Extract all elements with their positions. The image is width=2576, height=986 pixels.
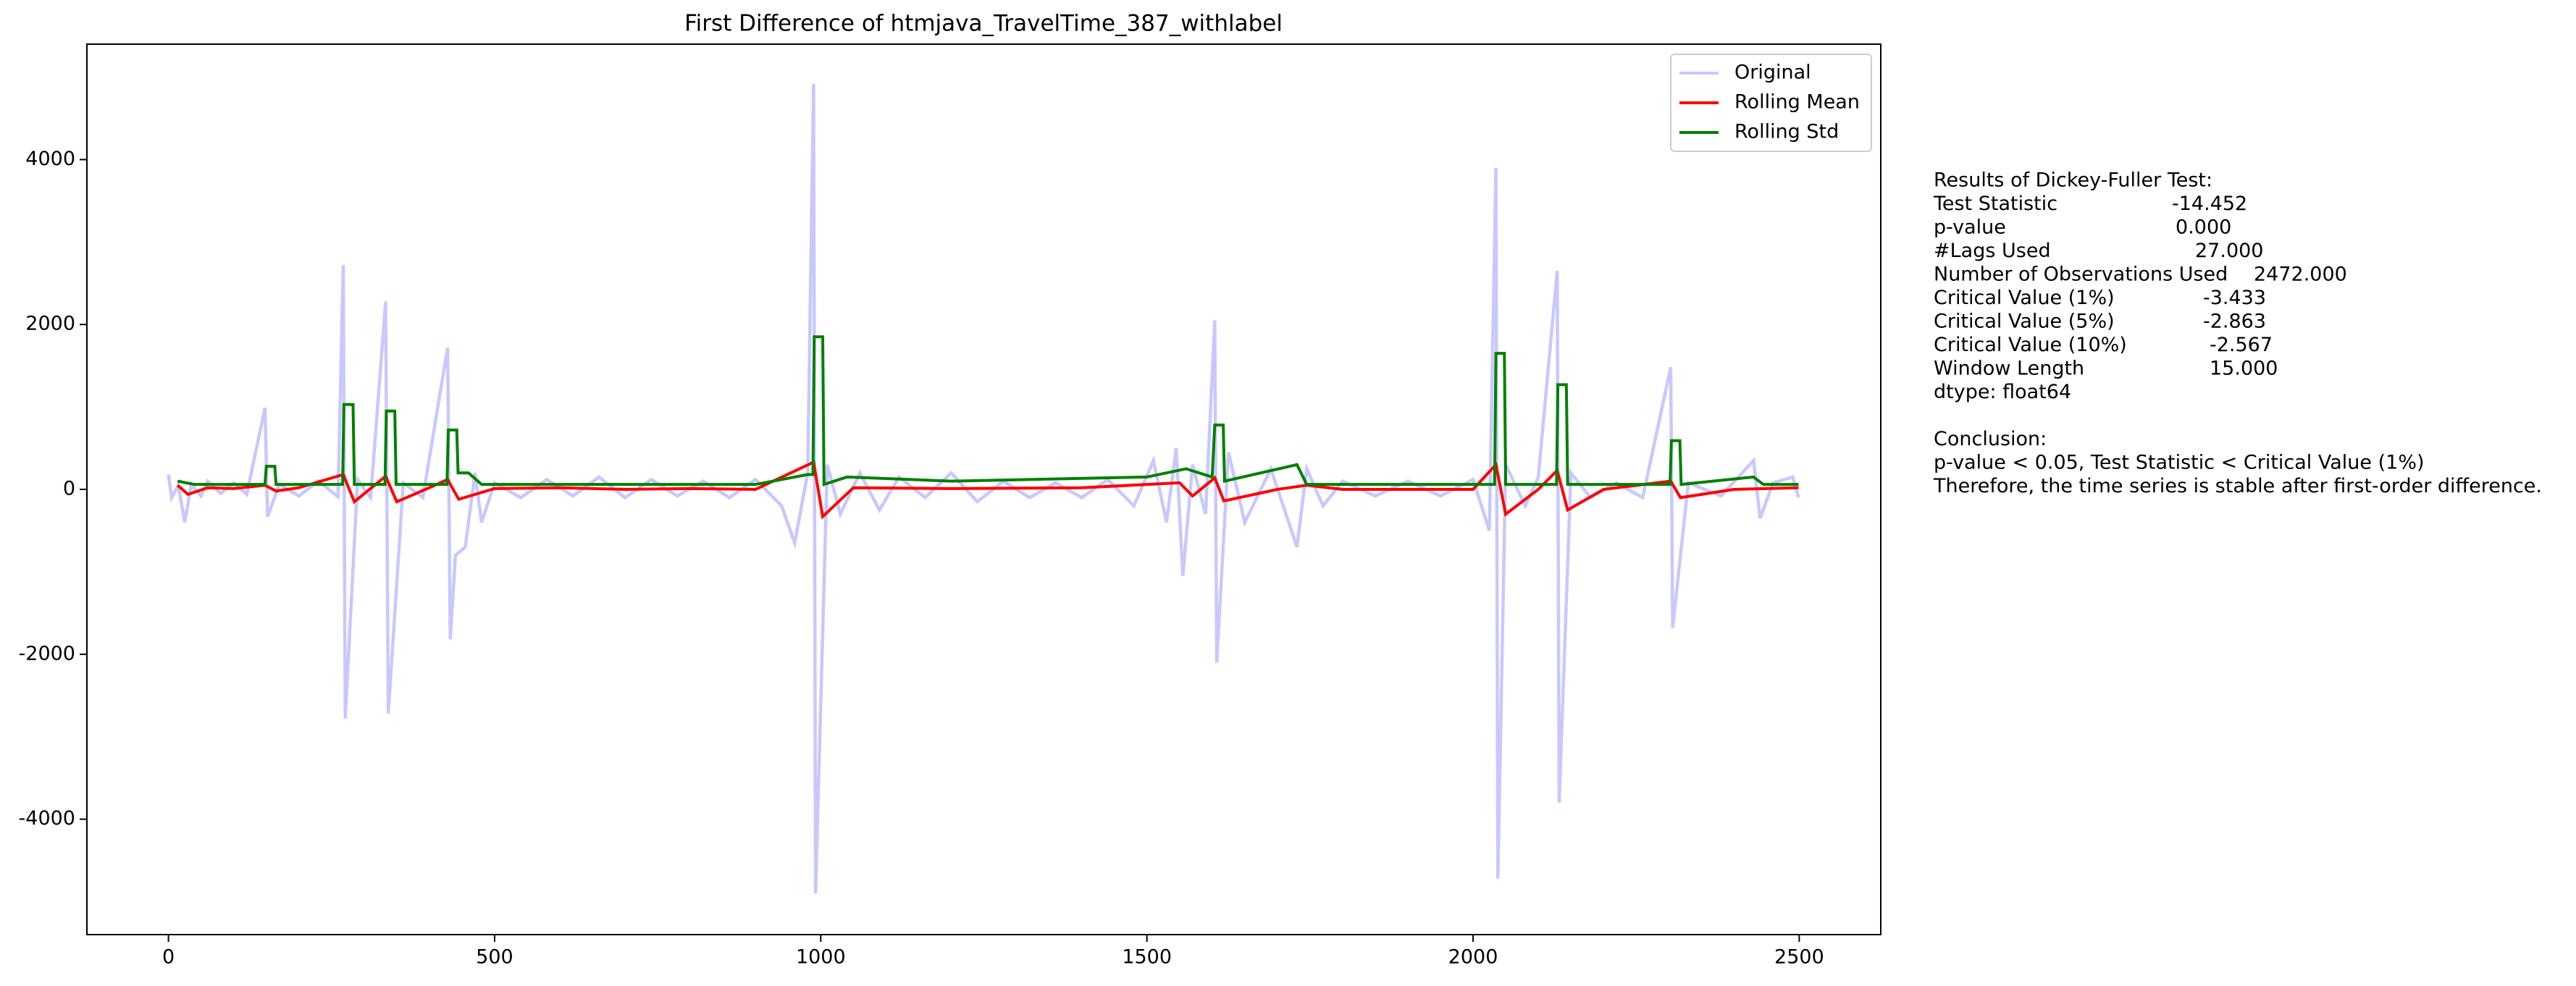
result-value: 15.000 — [2210, 358, 2278, 380]
result-value: 2472.000 — [2254, 264, 2347, 286]
conclusion-line: Therefore, the time series is stable aft… — [1933, 475, 2542, 497]
chart-title: First Difference of htmjava_TravelTime_3… — [684, 11, 1283, 37]
x-tick-label: 2500 — [1774, 946, 1824, 969]
legend-label: Rolling Mean — [1734, 91, 1860, 114]
result-label: Critical Value (10%) — [1934, 334, 2127, 356]
legend-box — [1670, 54, 1872, 152]
result-label: Window Length — [1934, 358, 2084, 380]
conclusion-line: p-value < 0.05, Test Statistic < Critica… — [1934, 452, 2425, 474]
result-value: 27.000 — [2195, 240, 2263, 262]
y-tick-label: 4000 — [25, 148, 75, 170]
result-label: Critical Value (5%) — [1934, 311, 2115, 333]
result-value: -3.433 — [2203, 287, 2266, 309]
y-tick-label: 0 — [63, 478, 75, 500]
y-tick-label: -2000 — [19, 642, 75, 665]
result-label: p-value — [1934, 216, 2006, 239]
series-line — [177, 335, 1799, 486]
result-value: 0.000 — [2176, 216, 2231, 239]
result-value: -2.863 — [2203, 311, 2266, 333]
result-value: -2.567 — [2210, 334, 2273, 356]
x-tick-label: 1500 — [1122, 946, 1172, 969]
x-tick-label: 1000 — [796, 946, 846, 969]
results-heading: Results of Dickey-Fuller Test: — [1934, 169, 2212, 192]
x-tick-label: 500 — [476, 946, 513, 969]
series-line — [176, 460, 1799, 520]
result-label: Number of Observations Used — [1934, 264, 2228, 286]
result-label: #Lags Used — [1934, 240, 2051, 262]
legend-label: Rolling Std — [1734, 121, 1839, 143]
result-value: -14.452 — [2172, 193, 2247, 215]
y-tick-label: 2000 — [25, 313, 75, 335]
conclusion-heading: Conclusion: — [1934, 428, 2047, 450]
x-tick-label: 2000 — [1448, 946, 1498, 969]
y-tick-label: -4000 — [19, 807, 75, 830]
result-label: Critical Value (1%) — [1934, 287, 2115, 309]
result-label: Test Statistic — [1933, 193, 2057, 215]
dtype: dtype: float64 — [1934, 381, 2071, 403]
x-tick-label: 0 — [162, 946, 175, 969]
legend-label: Original — [1734, 62, 1811, 84]
